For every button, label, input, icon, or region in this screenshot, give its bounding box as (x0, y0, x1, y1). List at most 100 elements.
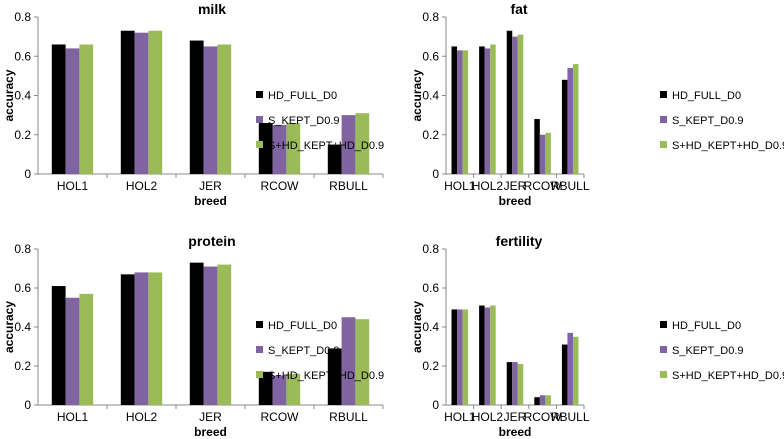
x-tick-label: HOL2 (472, 410, 504, 424)
x-tick-label: JER (504, 410, 527, 424)
chart-title: milk (198, 1, 226, 17)
x-tick-label: HOL2 (126, 410, 158, 424)
x-axis-title: breed (194, 194, 227, 208)
legend-swatch (660, 141, 667, 148)
x-tick-label: JER (199, 179, 222, 193)
legend: HD_FULL_D0 S_KEPT_D0.9 S+HD_KEPT+HD_D0.9 (660, 90, 784, 152)
chart-title: fertility (496, 233, 543, 249)
bar-rcow-series-1 (534, 119, 540, 174)
legend-swatch (256, 371, 263, 378)
y-tick-label: 0.2 (422, 359, 439, 373)
bar-rbull-series-1 (561, 79, 568, 174)
x-tick-label: HOL1 (57, 179, 89, 193)
bar-rcow-series-3 (286, 122, 301, 174)
bar-hol1-series-2 (65, 297, 80, 405)
y-tick-label: 0.8 (14, 242, 31, 256)
x-tick-label: RCOW (261, 179, 300, 193)
bar-rcow-series-3 (545, 395, 551, 405)
y-tick-label: 0.2 (14, 359, 31, 373)
bar-hol1-series-3 (462, 50, 469, 174)
bar-jer-series-1 (189, 40, 204, 174)
legend-label: S_KEPT_D0.9 (672, 345, 744, 357)
legend-label: HD_FULL_D0 (268, 90, 337, 102)
bar-jer-series-3 (217, 264, 232, 405)
y-tick-label: 0.2 (14, 128, 31, 142)
x-axis-title: breed (499, 425, 532, 439)
legend-label: S+HD_KEPT+HD_D0.9 (672, 370, 784, 382)
legend-swatch (256, 116, 263, 123)
x-tick-label: JER (199, 410, 222, 424)
legend-swatch (660, 321, 667, 328)
bar-hol2-series-3 (148, 30, 163, 174)
bar-jer-series-1 (506, 362, 513, 405)
x-axis-title: breed (499, 194, 532, 208)
y-tick-label: 0.2 (422, 128, 439, 142)
bar-hol1-series-1 (51, 286, 66, 405)
y-tick-label: 0.8 (422, 242, 439, 256)
bar-rcow-series-1 (258, 371, 273, 405)
bar-rcow-series-2 (539, 134, 546, 174)
y-tick-label: 0.6 (14, 49, 31, 63)
legend-label: S+HD_KEPT+HD_D0.9 (268, 370, 384, 382)
chart-panel-protein: protein 0 0.2 0.4 0.6 0.8 accuracy HOL1 HOL2 JER R… (2, 233, 384, 439)
chart-title: fat (510, 1, 527, 17)
bar-jer-series-2 (512, 36, 518, 174)
x-tick-label: RBULL (551, 179, 590, 193)
bar-rbull-series-1 (561, 344, 568, 405)
x-tick-label: RCOW (524, 410, 563, 424)
bar-jer-series-2 (203, 46, 218, 174)
bar-hol2-series-2 (134, 272, 149, 405)
bar-rcow-series-3 (286, 373, 301, 405)
bar-hol1-series-1 (51, 44, 66, 174)
legend-label: S_KEPT_D0.9 (672, 115, 744, 127)
y-tick-label: 0 (432, 167, 439, 181)
bar-hol2-series-1 (120, 30, 135, 174)
legend-label: S_KEPT_D0.9 (268, 115, 340, 127)
legend-label: HD_FULL_D0 (672, 90, 741, 102)
bar-hol1-series-2 (65, 48, 80, 174)
x-tick-label: RCOW (261, 410, 300, 424)
legend-swatch (660, 116, 667, 123)
bar-jer-series-3 (517, 364, 524, 405)
y-tick-label: 0.8 (14, 10, 31, 24)
x-axis-title: breed (194, 425, 227, 439)
y-tick-label: 0.4 (14, 89, 31, 103)
bar-hol2-series-3 (490, 305, 496, 405)
legend-swatch (256, 346, 263, 353)
legend-label: S+HD_KEPT+HD_D0.9 (672, 140, 784, 152)
y-axis-title: accuracy (2, 69, 16, 121)
bar-hol2-series-2 (484, 48, 491, 174)
bar-rbull-series-2 (567, 332, 573, 405)
x-tick-label: RBULL (329, 410, 368, 424)
y-tick-label: 0 (24, 398, 31, 412)
legend: HD_FULL_D0 S_KEPT_D0.9 S+HD_KEPT+HD_D0.9 (256, 90, 384, 152)
y-tick-label: 0.8 (422, 10, 439, 24)
x-tick-label: HOL1 (57, 410, 89, 424)
bar-hol2-series-2 (484, 307, 491, 405)
bar-hol2-series-1 (120, 274, 135, 405)
bar-hol2-series-1 (479, 305, 485, 405)
y-tick-label: 0.4 (14, 320, 31, 334)
x-tick-label: HOL1 (444, 179, 476, 193)
bar-jer-series-3 (517, 34, 524, 174)
legend-swatch (660, 91, 667, 98)
bar-hol1-series-3 (79, 44, 94, 174)
y-tick-label: 0.6 (422, 49, 439, 63)
chart-title: protein (188, 233, 235, 249)
x-tick-label: HOL2 (126, 179, 158, 193)
legend-swatch (256, 91, 263, 98)
bar-hol1-series-2 (457, 309, 463, 405)
legend-label: HD_FULL_D0 (268, 320, 337, 332)
bar-rbull-series-3 (572, 64, 579, 174)
bar-rbull-series-2 (341, 317, 356, 405)
y-axis-title: accuracy (2, 301, 16, 353)
bar-hol2-series-3 (490, 44, 496, 174)
legend-swatch (256, 141, 263, 148)
bar-rcow-series-2 (272, 124, 287, 174)
bar-hol1-series-3 (462, 309, 469, 405)
bar-hol1-series-1 (451, 309, 458, 405)
x-tick-label: HOL1 (444, 410, 476, 424)
bar-hol1-series-2 (457, 50, 463, 174)
